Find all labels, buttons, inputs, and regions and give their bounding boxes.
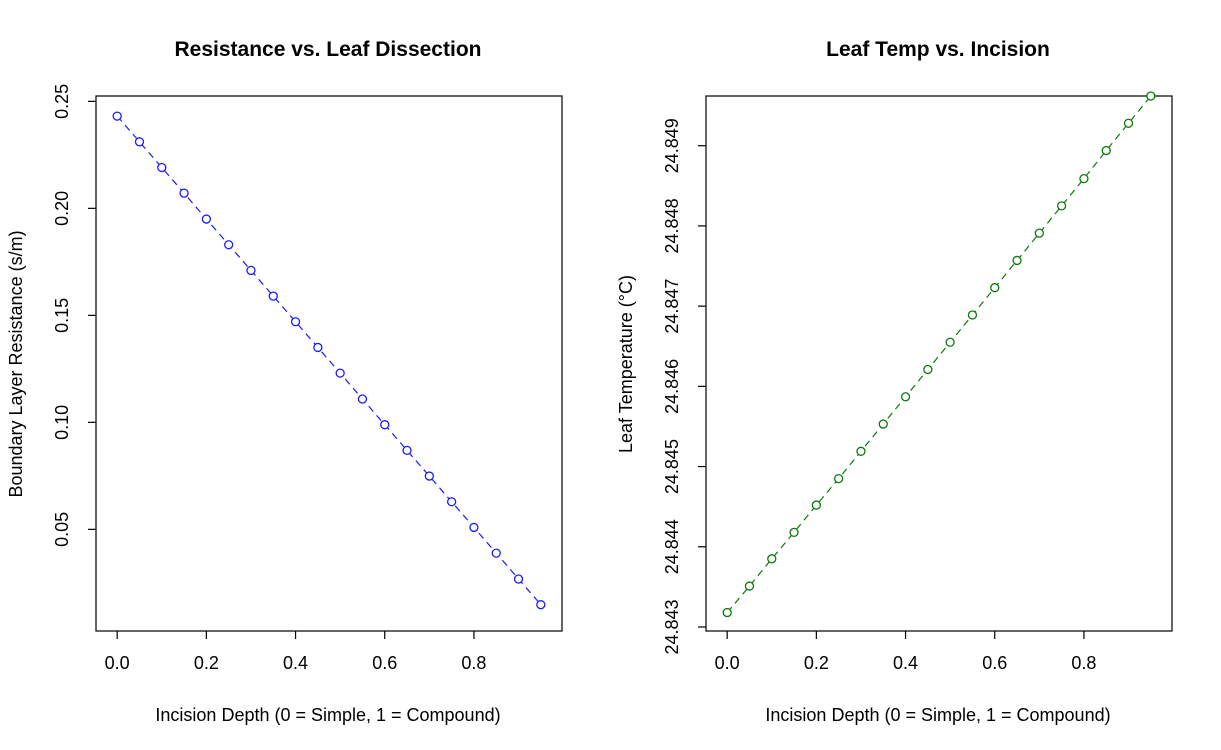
data-point: [224, 240, 234, 250]
y-tick-label: 24.843: [662, 599, 682, 654]
data-point: [112, 111, 122, 121]
x-axis-label: Incision Depth (0 = Simple, 1 = Compound…: [155, 705, 500, 725]
data-point: [767, 554, 777, 564]
data-point: [856, 446, 866, 456]
y-tick-label: 24.846: [662, 359, 682, 414]
data-point: [990, 283, 1000, 293]
y-tick-label: 24.849: [662, 118, 682, 173]
data-point: [1146, 91, 1156, 101]
data-point: [1012, 255, 1022, 266]
data-point: [878, 419, 888, 429]
data-point: [722, 607, 732, 618]
y-tick-label: 0.25: [52, 84, 72, 119]
x-tick-label: 0.6: [982, 653, 1007, 673]
chart-title: Resistance vs. Leaf Dissection: [175, 38, 482, 61]
data-point: [268, 291, 278, 301]
x-tick-label: 0.4: [893, 653, 918, 673]
y-tick-label: 24.847: [662, 279, 682, 334]
data-point: [744, 581, 755, 591]
y-tick-label: 0.05: [52, 512, 72, 547]
data-point: [134, 137, 145, 147]
data-point: [789, 527, 799, 537]
data-point: [536, 600, 546, 610]
x-tick-label: 0.8: [1071, 653, 1096, 673]
axis-ticks: 0.0 0.2 0.4 0.6 0.8 0.05 0.10 0.15 0.20 0.25: [52, 84, 486, 673]
data-point: [313, 342, 323, 353]
data-point: [1056, 201, 1067, 211]
y-tick-label: 24.845: [662, 439, 682, 494]
data-point: [469, 522, 479, 533]
data-point: [834, 473, 844, 484]
data-series: [112, 111, 546, 610]
y-tick-label: 24.848: [662, 198, 682, 253]
data-point: [1034, 228, 1044, 238]
plot-frame: [705, 95, 1173, 632]
data-point: [446, 497, 457, 507]
data-point: [900, 392, 911, 402]
data-point: [967, 310, 978, 320]
data-point: [1123, 118, 1134, 128]
resistance-chart: Resistance vs. Leaf Dissection Incision …: [6, 38, 563, 725]
chart-title: Leaf Temp vs. Incision: [826, 38, 1050, 61]
data-point: [1079, 173, 1089, 184]
series-line: [116, 115, 542, 606]
data-point: [357, 394, 368, 404]
data-point: [335, 368, 345, 378]
x-tick-label: 0.8: [461, 653, 486, 673]
leaf-temp-chart: Leaf Temp vs. Incision Incision Depth (0…: [616, 38, 1173, 725]
data-point: [179, 188, 189, 198]
data-point: [402, 445, 412, 456]
data-point: [513, 574, 524, 584]
data-point: [923, 364, 933, 375]
x-tick-label: 0.0: [715, 653, 740, 673]
data-point: [491, 548, 501, 558]
y-axis-label: Leaf Temperature (°C): [616, 275, 636, 453]
x-tick-label: 0.2: [804, 653, 829, 673]
y-tick-label: 0.20: [52, 191, 72, 226]
plot-frame: [95, 95, 563, 632]
data-point: [424, 471, 434, 481]
data-series: [722, 91, 1156, 618]
data-point: [201, 214, 212, 224]
x-tick-label: 0.2: [194, 653, 219, 673]
y-tick-label: 24.844: [662, 519, 682, 574]
axis-ticks: 0.0 0.2 0.4 0.6 0.8 24.843 24.844 24.845 24.846 2…: [662, 118, 1096, 673]
x-tick-label: 0.4: [283, 653, 308, 673]
data-point: [290, 317, 301, 327]
x-axis-label: Incision Depth (0 = Simple, 1 = Compound…: [765, 705, 1110, 725]
data-point: [945, 337, 955, 347]
y-tick-label: 0.10: [52, 405, 72, 440]
series-line: [726, 95, 1152, 613]
data-point: [380, 420, 390, 430]
x-tick-label: 0.0: [105, 653, 130, 673]
y-tick-label: 0.15: [52, 298, 72, 333]
data-point: [811, 500, 822, 510]
x-tick-label: 0.6: [372, 653, 397, 673]
data-point: [157, 162, 167, 173]
data-point: [1101, 145, 1111, 156]
data-point: [246, 265, 256, 276]
y-axis-label: Boundary Layer Resistance (s/m): [6, 230, 26, 497]
